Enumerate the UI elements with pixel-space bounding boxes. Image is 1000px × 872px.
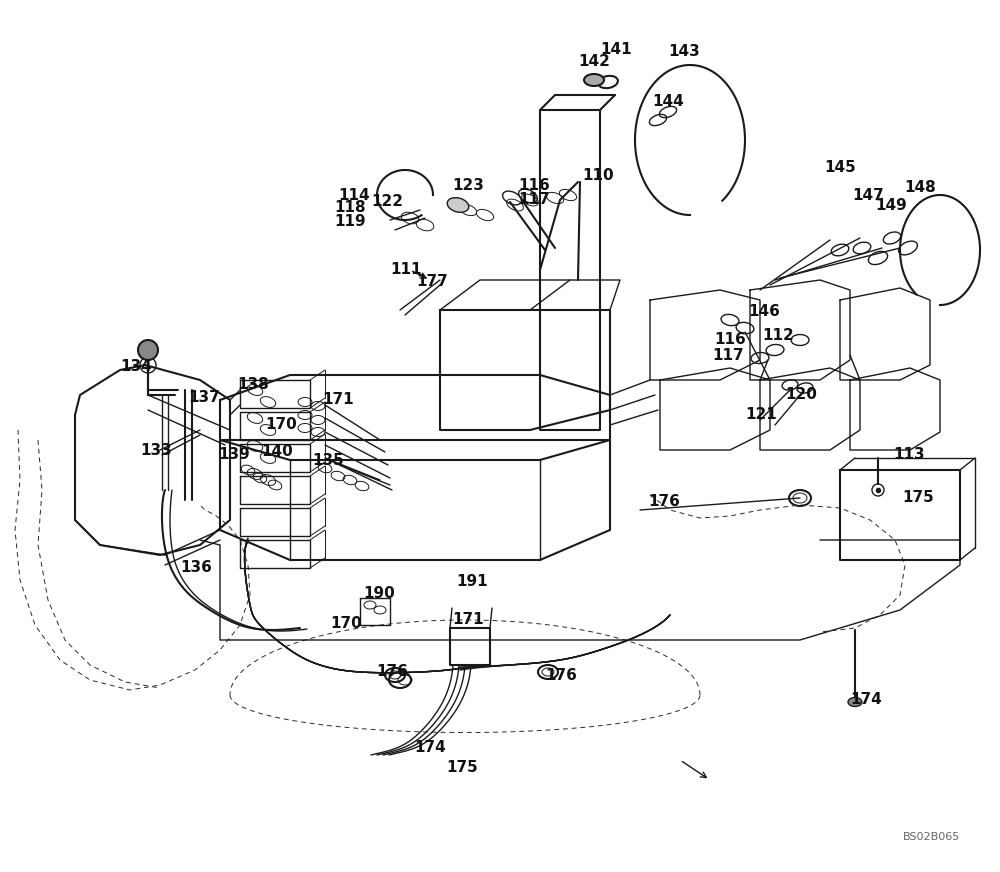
Text: 174: 174 bbox=[850, 692, 882, 707]
Text: 171: 171 bbox=[452, 612, 484, 628]
Text: 144: 144 bbox=[652, 94, 684, 110]
Text: 171: 171 bbox=[322, 392, 354, 407]
Text: 121: 121 bbox=[745, 407, 777, 423]
Text: 149: 149 bbox=[875, 197, 907, 213]
Text: 136: 136 bbox=[180, 561, 212, 576]
Text: 122: 122 bbox=[371, 194, 403, 208]
Text: 112: 112 bbox=[762, 328, 794, 343]
Text: 120: 120 bbox=[785, 387, 817, 403]
Text: 170: 170 bbox=[330, 617, 362, 631]
Text: 118: 118 bbox=[334, 201, 366, 215]
Text: 170: 170 bbox=[265, 418, 297, 433]
Text: 176: 176 bbox=[376, 664, 408, 679]
Text: 176: 176 bbox=[648, 494, 680, 509]
Text: 143: 143 bbox=[668, 44, 700, 59]
Text: 141: 141 bbox=[600, 43, 632, 58]
Text: 177: 177 bbox=[416, 275, 448, 290]
Text: 119: 119 bbox=[334, 215, 366, 229]
Text: 142: 142 bbox=[578, 54, 610, 70]
Text: 191: 191 bbox=[456, 575, 488, 589]
Ellipse shape bbox=[584, 74, 604, 86]
Text: 117: 117 bbox=[518, 193, 550, 208]
Text: 111: 111 bbox=[390, 262, 422, 277]
Text: 137: 137 bbox=[188, 391, 220, 405]
Text: 146: 146 bbox=[748, 304, 780, 319]
Ellipse shape bbox=[447, 198, 469, 213]
Text: 148: 148 bbox=[904, 181, 936, 195]
Text: 190: 190 bbox=[363, 587, 395, 602]
Text: 116: 116 bbox=[518, 178, 550, 193]
Text: BS02B065: BS02B065 bbox=[903, 832, 960, 842]
Text: 139: 139 bbox=[218, 447, 250, 462]
Text: 147: 147 bbox=[852, 187, 884, 202]
Text: 123: 123 bbox=[452, 178, 484, 193]
Text: 145: 145 bbox=[824, 160, 856, 175]
Text: 117: 117 bbox=[712, 348, 744, 363]
Text: 174: 174 bbox=[414, 740, 446, 755]
Text: 134: 134 bbox=[120, 359, 152, 374]
Text: 114: 114 bbox=[338, 187, 370, 202]
Text: 133: 133 bbox=[140, 444, 172, 459]
Circle shape bbox=[138, 340, 158, 360]
Text: 110: 110 bbox=[582, 167, 614, 182]
Text: 138: 138 bbox=[237, 378, 269, 392]
Text: 113: 113 bbox=[893, 447, 925, 462]
Text: 140: 140 bbox=[261, 445, 293, 460]
Text: 176: 176 bbox=[545, 669, 577, 684]
Text: 175: 175 bbox=[902, 490, 934, 506]
Text: 116: 116 bbox=[714, 332, 746, 348]
Text: 135: 135 bbox=[312, 453, 344, 468]
Ellipse shape bbox=[848, 698, 862, 706]
Text: 175: 175 bbox=[446, 760, 478, 775]
